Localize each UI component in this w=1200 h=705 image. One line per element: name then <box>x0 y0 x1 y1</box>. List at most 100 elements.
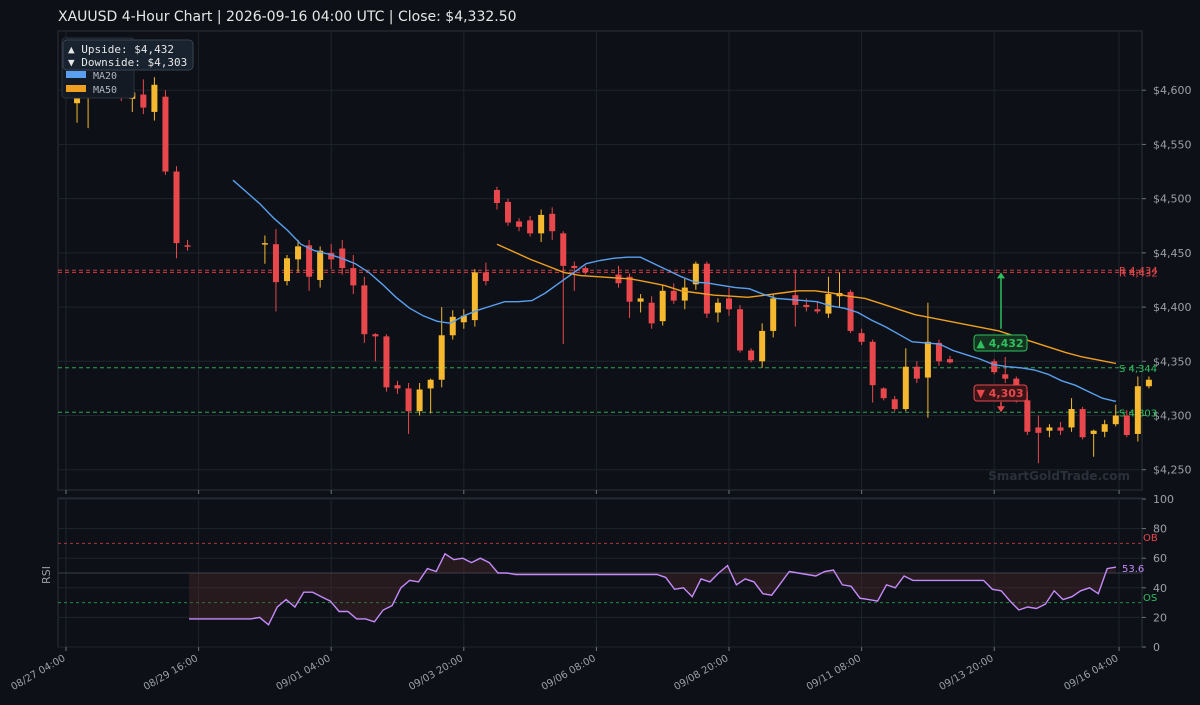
price-axis: $4,250 $4,300 $4,350 $4,400 $4,450 $4,500 $4,5… <box>1142 84 1192 477</box>
candle-body <box>737 309 744 351</box>
candle-body <box>416 389 423 412</box>
candle-body <box>637 298 644 302</box>
candle-body <box>306 245 313 277</box>
candle-body <box>1123 415 1130 436</box>
support-label: S 4,344 <box>1119 364 1157 375</box>
downside-arrow-head <box>997 406 1005 413</box>
candle-body <box>493 189 500 203</box>
rsi-area-fill <box>189 553 1116 625</box>
upside-target-box <box>973 334 1028 352</box>
price-grid <box>58 31 1142 490</box>
candle-body <box>1057 427 1064 431</box>
target-info-box <box>62 39 194 71</box>
candle-body <box>825 294 832 314</box>
watermark: SmartGoldTrade.com <box>988 469 1130 483</box>
legend-ma20-label: MA20 <box>93 71 117 82</box>
rsi-fill-layer <box>189 553 1116 625</box>
rsi-axis: 0 20 40 60 80 100 <box>1142 493 1174 654</box>
price-tick-label: $4,500 <box>1153 193 1192 206</box>
candle-body <box>261 243 268 245</box>
candle-body <box>482 272 489 282</box>
rsi-tick-label: 80 <box>1153 523 1167 536</box>
candle-body <box>759 330 766 362</box>
x-tick-label: 08/27 04:00 <box>9 653 67 693</box>
x-tick-label: 09/11 08:00 <box>805 653 863 693</box>
candle-body <box>858 333 865 342</box>
candle-body <box>1079 409 1086 438</box>
downside-target-box <box>973 384 1028 402</box>
candle-body <box>726 298 732 310</box>
candle-body <box>1035 427 1042 433</box>
candle-body <box>449 316 456 336</box>
legend: MA20 MA50 ▲ Upside: $4,432 ▼ Downside: $… <box>61 37 194 99</box>
candle-body <box>1002 374 1009 379</box>
price-tick-label: $4,600 <box>1153 84 1192 97</box>
candle-body <box>692 263 699 285</box>
candle-body <box>516 221 523 227</box>
candle-body <box>924 341 931 378</box>
upside-info: ▲ Upside: $4,432 <box>68 43 174 56</box>
candles-layer <box>63 57 1152 464</box>
downside-info: ▼ Downside: $4,303 <box>68 56 187 69</box>
candle-body <box>869 341 876 386</box>
candle-body <box>714 302 721 313</box>
rsi-tick-label: 20 <box>1153 611 1167 624</box>
candle-body <box>571 265 578 269</box>
candle-body <box>284 258 290 282</box>
candle-body <box>1101 424 1108 432</box>
candle-body <box>648 302 655 324</box>
candle-body <box>350 268 357 286</box>
ma20-line <box>232 179 1117 403</box>
candle-body <box>770 298 777 331</box>
candle-body <box>383 336 390 388</box>
upside-target-label: ▲ 4,432 <box>976 337 1023 350</box>
rsi-tick-label: 0 <box>1153 641 1160 654</box>
candle-body <box>913 366 920 379</box>
upside-arrow-head <box>997 272 1005 279</box>
candle-body <box>272 244 279 283</box>
resistance-label: R 4,434 <box>1119 266 1158 277</box>
rsi-line <box>189 552 1117 626</box>
downside-target-label: ▼ 4,303 <box>976 387 1023 400</box>
candle-body <box>891 399 898 410</box>
candle-body <box>935 342 942 362</box>
x-tick-label: 09/13 20:00 <box>938 653 996 693</box>
candle-body <box>394 385 401 389</box>
candle-body <box>361 285 368 335</box>
x-tick-label: 09/06 08:00 <box>540 653 598 693</box>
legend-ma50-swatch <box>66 85 86 92</box>
x-tick-label: 08/29 16:00 <box>142 653 200 693</box>
rsi-grid <box>58 498 1142 648</box>
candle-body <box>1112 415 1119 425</box>
candle-body <box>317 250 324 280</box>
price-tick-label: $4,250 <box>1153 464 1192 477</box>
candle-body <box>505 201 511 223</box>
candle-body <box>372 334 379 337</box>
candle-body <box>703 263 710 314</box>
candle-body <box>162 96 169 172</box>
price-tick-label: $4,400 <box>1153 301 1192 314</box>
candle-body <box>847 291 854 331</box>
candle-body <box>184 245 191 247</box>
candle-body <box>659 290 666 322</box>
rsi-tick-label: 60 <box>1153 552 1167 565</box>
candle-body <box>527 220 534 234</box>
legend-ma50-label: MA50 <box>93 85 117 96</box>
candle-body <box>140 94 147 108</box>
price-tick-label: $4,300 <box>1153 410 1192 423</box>
price-tick-label: $4,550 <box>1153 138 1192 151</box>
candle-body <box>173 171 180 244</box>
candle-body <box>814 309 821 312</box>
candle-body <box>560 233 567 266</box>
rsi-tick-label: 100 <box>1153 493 1174 506</box>
price-tick-label: $4,450 <box>1153 247 1192 260</box>
candle-body <box>1046 427 1053 431</box>
candle-body <box>670 290 677 301</box>
rsi-os-label: OS <box>1143 593 1157 604</box>
candle-body <box>803 304 810 308</box>
resistance-label: R 4,432 <box>1119 268 1158 279</box>
candle-body <box>1145 379 1152 387</box>
candle-body <box>427 379 434 389</box>
candle-body <box>902 366 909 410</box>
